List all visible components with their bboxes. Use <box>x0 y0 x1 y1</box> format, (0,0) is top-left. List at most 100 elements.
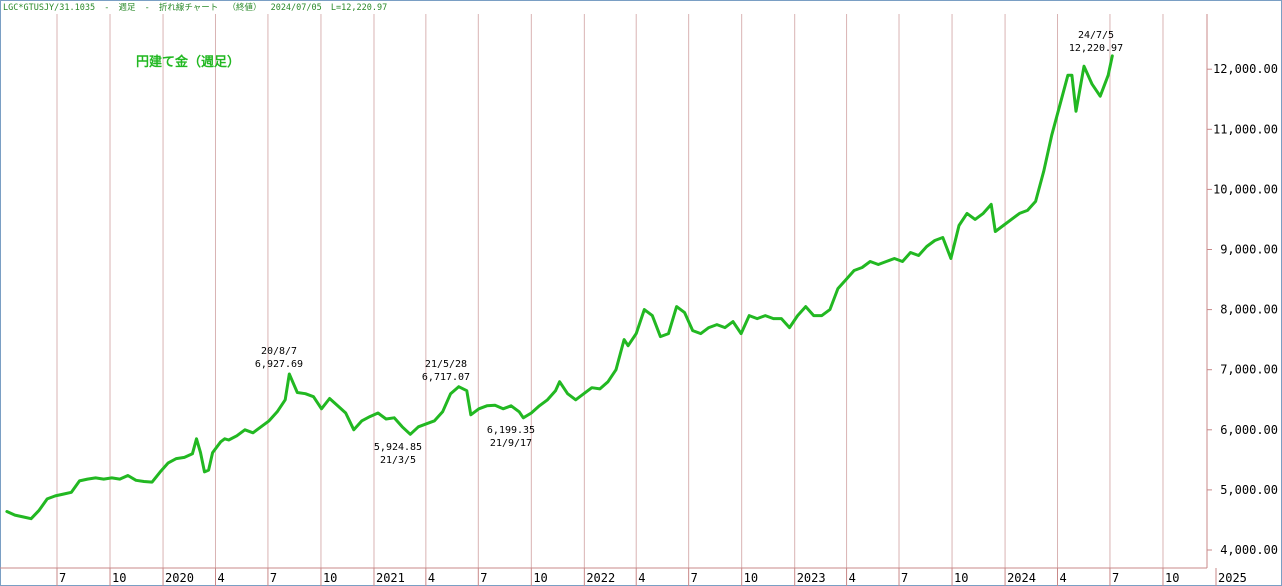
data-point <box>861 266 863 269</box>
data-point <box>877 263 880 266</box>
data-point <box>159 471 161 473</box>
x-tick-label: 10 <box>112 571 126 585</box>
header-last: L=12,220.97 <box>331 3 387 13</box>
data-point <box>494 404 496 407</box>
series-points <box>6 55 1114 520</box>
data-point <box>268 420 270 422</box>
data-point <box>1099 95 1101 97</box>
y-tick-label: 5,000.00 <box>1220 483 1278 497</box>
header-chart-kind: 折れ線チャート <box>159 2 218 13</box>
data-point <box>901 260 904 263</box>
x-tick-label: 2020 <box>165 571 194 585</box>
data-point <box>244 429 246 431</box>
data-point <box>46 498 48 500</box>
data-point <box>615 368 617 371</box>
data-point <box>227 439 230 441</box>
x-tick-label: 7 <box>901 571 908 585</box>
y-tick-label: 9,000.00 <box>1220 243 1278 257</box>
x-tick-label: 4 <box>1060 571 1067 585</box>
data-point <box>312 395 315 398</box>
data-point <box>667 332 670 335</box>
data-point <box>457 385 460 388</box>
data-point <box>417 426 420 428</box>
x-tick-label: 4 <box>217 571 224 585</box>
header-sep-2: - <box>145 3 150 13</box>
data-point <box>111 477 113 479</box>
data-point <box>1075 110 1077 113</box>
data-point <box>1010 218 1013 221</box>
x-tick-label: 4 <box>428 571 435 585</box>
annotation-value: 6,199.35 <box>487 425 535 436</box>
data-point <box>466 389 468 392</box>
data-point <box>675 305 678 308</box>
x-tick-label: 7 <box>691 571 698 585</box>
x-tick-label: 2022 <box>586 571 615 585</box>
data-point <box>740 332 742 335</box>
data-point <box>1026 209 1029 212</box>
y-axis-ticks: 4,000.00 5,000.00 6,000.00 7,000.00 8,000.00… <box>1207 62 1278 557</box>
x-tick-label: 10 <box>954 571 968 585</box>
data-point <box>518 411 520 413</box>
data-point <box>708 326 710 329</box>
data-point <box>934 239 936 242</box>
data-point <box>522 417 525 419</box>
annotation-high-2021-05-28: 21/5/28 6,717.07 <box>422 359 470 383</box>
data-point <box>837 287 839 290</box>
data-point <box>191 453 194 455</box>
data-point <box>203 471 206 473</box>
header-period: 週足 <box>119 3 137 13</box>
data-point <box>1067 74 1069 76</box>
data-point <box>538 405 541 407</box>
data-point <box>284 399 287 401</box>
data-point <box>732 320 734 323</box>
data-point <box>14 514 16 516</box>
data-point <box>344 412 347 414</box>
y-tick-label: 11,000.00 <box>1213 122 1278 136</box>
data-point <box>917 254 920 257</box>
data-point <box>470 414 472 416</box>
data-point <box>183 456 186 459</box>
header-date: 2024/07/05 <box>271 3 322 13</box>
y-tick-label: 8,000.00 <box>1220 303 1278 317</box>
data-point <box>433 420 436 422</box>
series-line <box>5 54 1114 521</box>
data-point <box>401 426 404 428</box>
data-point <box>994 230 997 233</box>
data-point <box>853 269 855 272</box>
annotation-date: 21/9/17 <box>490 438 532 449</box>
data-point <box>623 338 625 341</box>
y-tick-label: 12,000.00 <box>1213 62 1278 76</box>
data-point <box>70 491 73 494</box>
annotation-low-2021-03-05: 5,924.85 21/3/5 <box>374 442 422 466</box>
x-tick-label: 7 <box>270 571 277 585</box>
data-point <box>796 314 799 317</box>
data-point <box>591 386 593 389</box>
data-point <box>478 408 480 410</box>
data-point <box>86 478 89 480</box>
data-point <box>780 317 783 320</box>
data-point <box>942 236 944 239</box>
data-point <box>127 474 129 477</box>
data-point <box>869 260 871 263</box>
data-point <box>788 326 791 329</box>
data-point <box>748 314 750 317</box>
data-point <box>304 392 307 395</box>
data-point <box>252 432 254 434</box>
data-point <box>486 405 488 407</box>
data-point <box>566 392 569 395</box>
data-point <box>772 317 775 320</box>
data-point <box>143 480 145 483</box>
annotation-date: 21/5/28 <box>425 359 467 370</box>
data-point <box>336 405 339 407</box>
data-point <box>950 257 952 260</box>
data-point <box>377 412 379 414</box>
data-point <box>530 412 533 414</box>
data-point <box>385 418 387 420</box>
data-point <box>1050 134 1053 137</box>
data-point <box>62 493 65 495</box>
data-point <box>6 510 8 513</box>
data-point <box>219 441 222 443</box>
data-point <box>510 405 512 407</box>
x-axis-ticks: 7 10 2020 4 7 10 2021 4 7 10 2022 4 7 10 2023 4 7 10 2024 4… <box>56 568 1247 586</box>
data-point <box>167 462 169 464</box>
